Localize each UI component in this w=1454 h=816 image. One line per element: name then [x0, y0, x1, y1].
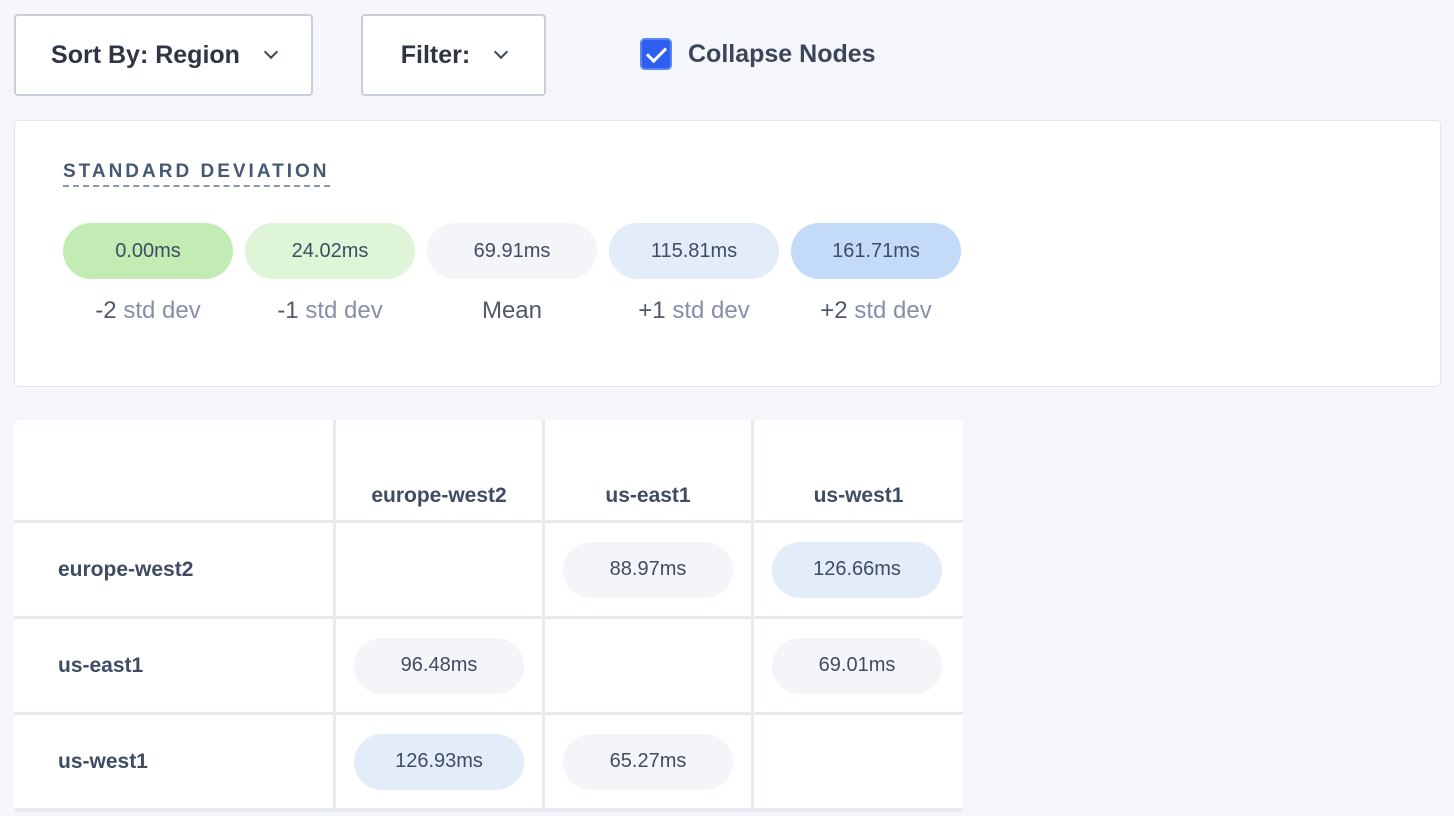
- latency-value: 88.97ms: [563, 541, 733, 598]
- chevron-down-icon: [263, 44, 279, 60]
- latency-value: 96.48ms: [354, 637, 524, 694]
- row-header: us-east1: [14, 619, 333, 712]
- matrix-cell: 126.66ms: [754, 523, 963, 616]
- legend-pill: 69.91ms: [427, 223, 597, 279]
- legend-label-prefix: -1: [277, 297, 299, 324]
- latency-matrix: europe-west2 us-east1 us-west1 europe-west2…: [14, 420, 963, 812]
- legend-title: STANDARD DEVIATION: [63, 161, 330, 187]
- filter-label: Filter:: [400, 40, 471, 69]
- column-header: europe-west2: [336, 420, 542, 520]
- sort-by-label: Sort By: Region: [51, 40, 240, 69]
- filter-dropdown[interactable]: Filter:: [361, 14, 546, 96]
- collapse-nodes-checkbox[interactable]: [640, 38, 672, 70]
- legend-label: +1 std dev: [609, 297, 779, 325]
- legend-label-suffix: std dev: [305, 297, 383, 324]
- column-header: us-east1: [545, 420, 751, 520]
- matrix-cell: 65.27ms: [545, 715, 751, 808]
- matrix-cell: 96.48ms: [336, 619, 542, 712]
- collapse-nodes-label[interactable]: Collapse Nodes: [688, 40, 876, 68]
- corner-cell: [14, 420, 333, 520]
- legend-pill: 0.00ms: [63, 223, 233, 279]
- legend-label-suffix: std dev: [854, 297, 932, 324]
- legend-label-suffix: std dev: [672, 297, 750, 324]
- latency-value: 69.01ms: [772, 637, 942, 694]
- chevron-down-icon: [494, 44, 509, 60]
- legend-label-suffix: std dev: [123, 297, 201, 324]
- legend-label-prefix: +1: [638, 297, 666, 324]
- matrix-cell: [545, 619, 751, 712]
- latency-value: 126.93ms: [354, 733, 524, 790]
- legend-label-prefix: Mean: [481, 297, 543, 324]
- legend-label: -1 std dev: [245, 297, 415, 325]
- matrix-cell: 126.93ms: [336, 715, 542, 808]
- row-header: europe-west2: [14, 523, 333, 616]
- legend-pill: 24.02ms: [245, 223, 415, 279]
- legend-label-prefix: +2: [820, 297, 848, 324]
- legend-label: +2 std dev: [791, 297, 961, 325]
- legend-label-prefix: -2: [95, 297, 117, 324]
- matrix-cell: [754, 715, 963, 808]
- latency-value: 65.27ms: [563, 733, 733, 790]
- matrix-cell: 88.97ms: [545, 523, 751, 616]
- row-header: us-west1: [14, 715, 333, 808]
- legend-label: Mean: [427, 297, 597, 325]
- legend-pill: 115.81ms: [609, 223, 779, 279]
- matrix-cell: [336, 523, 542, 616]
- legend-label: -2 std dev: [63, 297, 233, 325]
- legend-pill: 161.71ms: [791, 223, 961, 279]
- sort-by-dropdown[interactable]: Sort By: Region: [14, 14, 313, 96]
- std-dev-legend: STANDARD DEVIATION 0.00ms -2 std dev 24.02…: [14, 120, 1441, 387]
- column-header: us-west1: [754, 420, 963, 520]
- matrix-cell: 69.01ms: [754, 619, 963, 712]
- latency-value: 126.66ms: [772, 541, 942, 598]
